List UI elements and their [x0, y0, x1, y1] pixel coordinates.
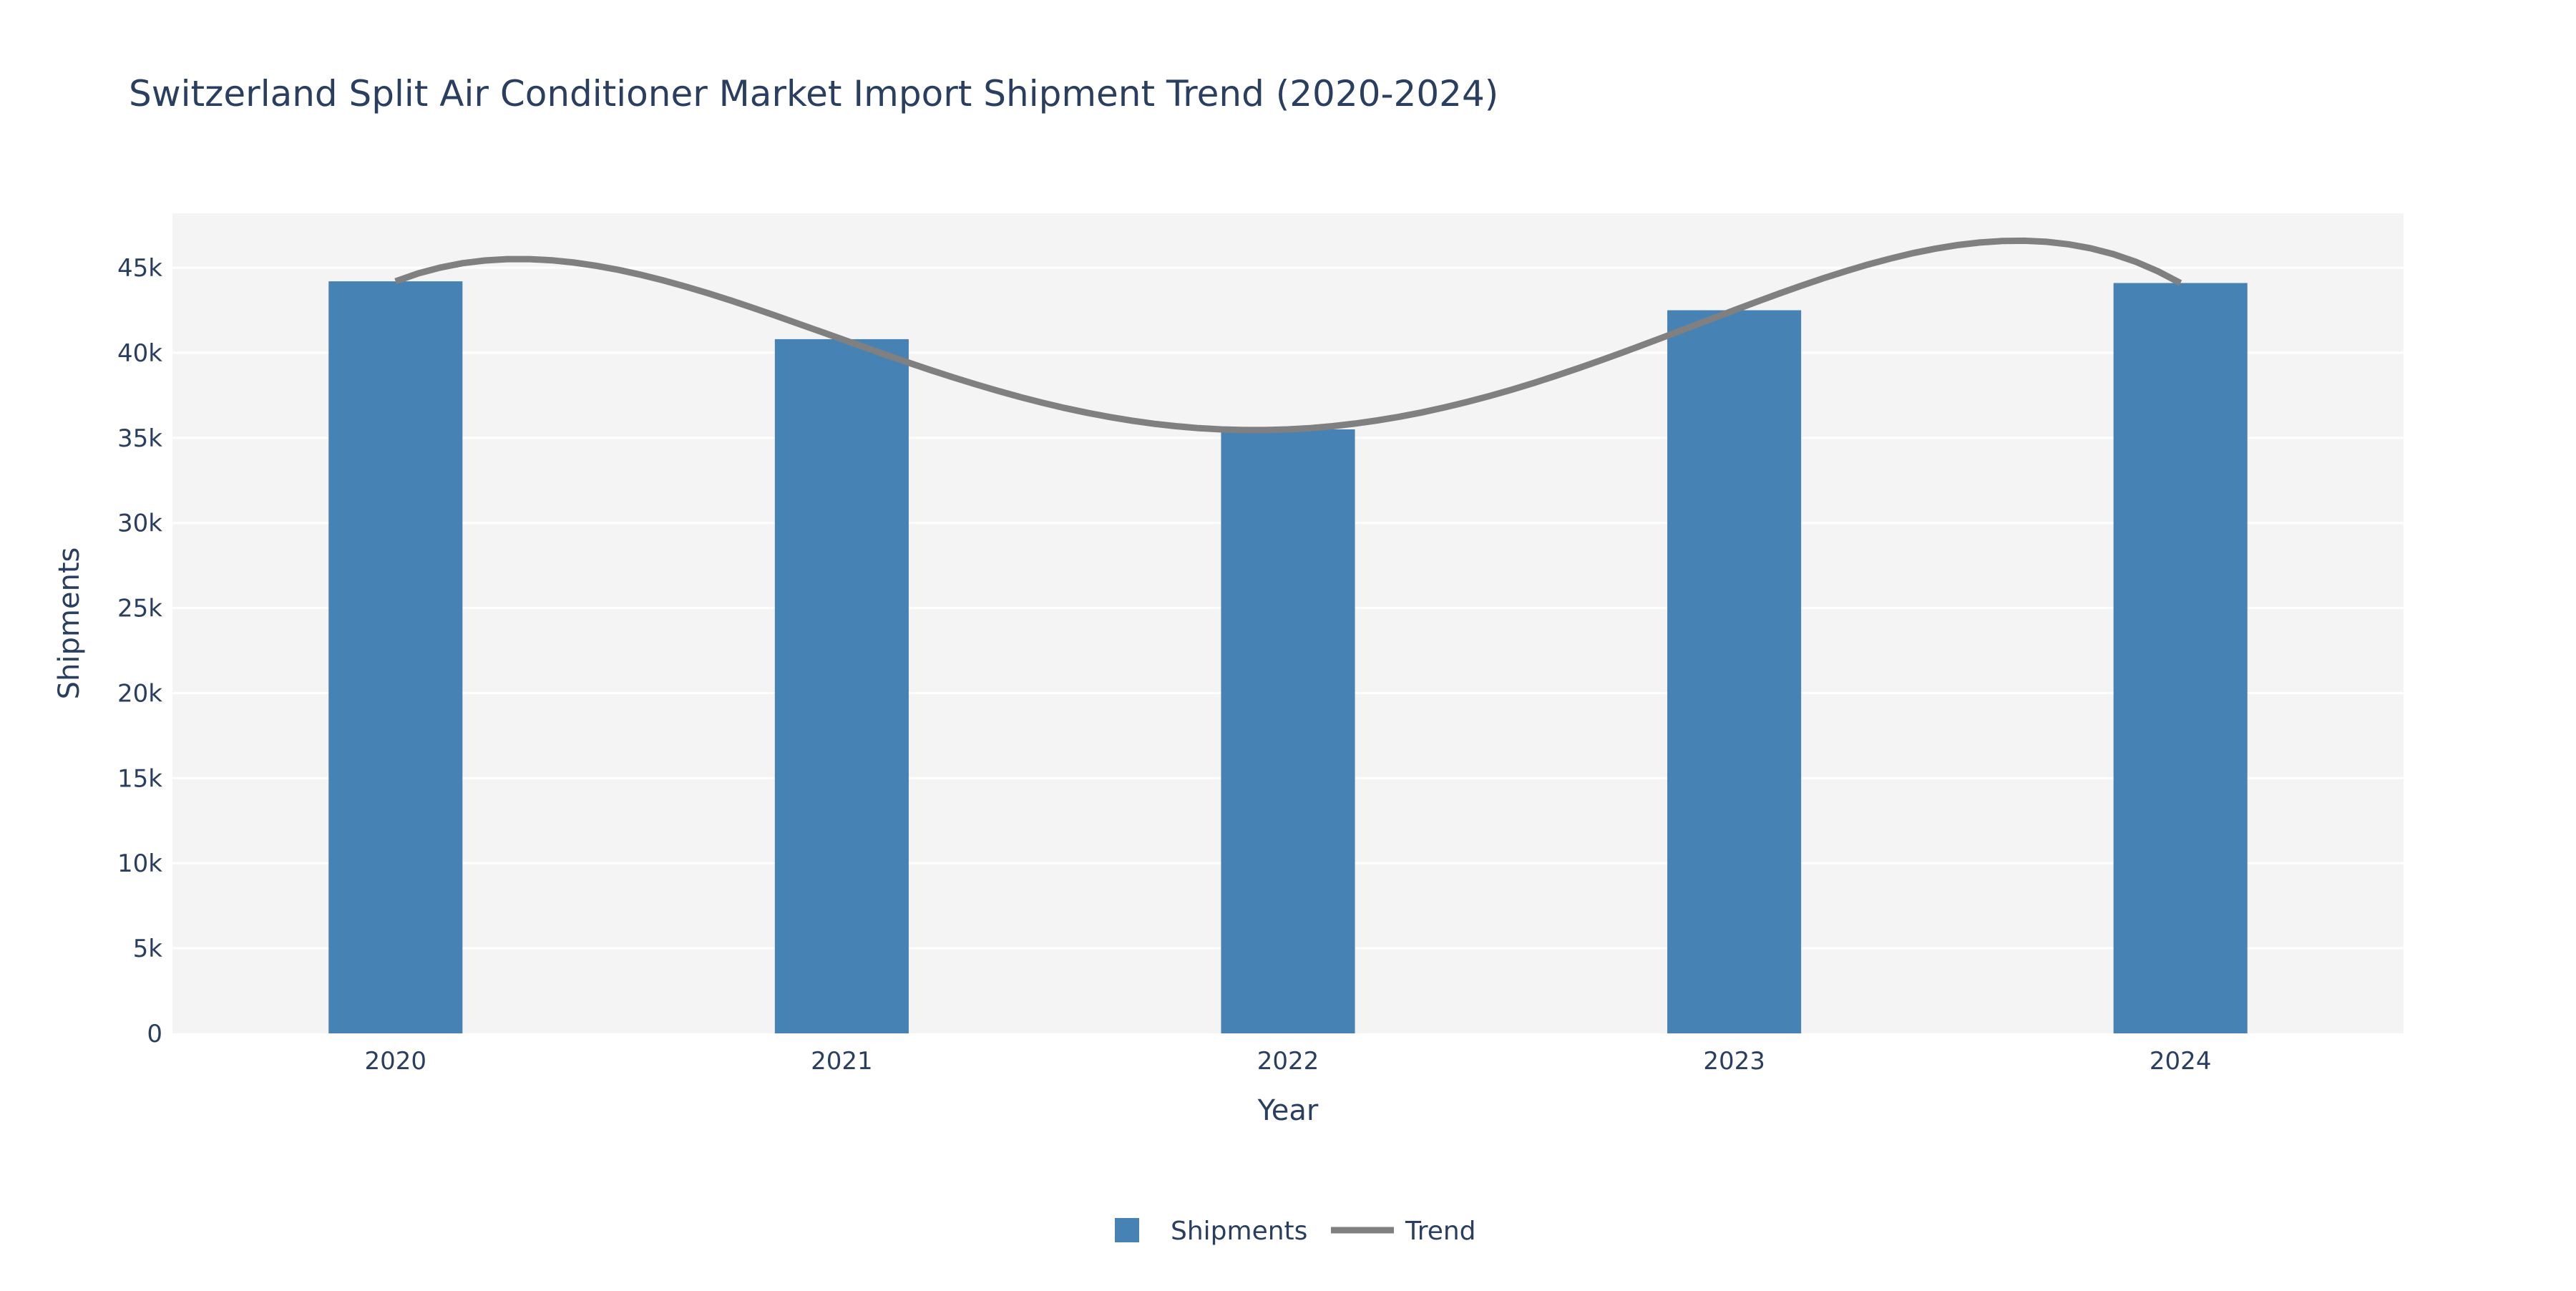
y-tick-label: 0 [147, 1020, 162, 1048]
bars [328, 281, 2248, 1033]
bar-2023[interactable] [1667, 310, 1802, 1033]
bar-2021[interactable] [774, 338, 909, 1033]
legend-item-trend[interactable]: Trend [1331, 1217, 1476, 1246]
y-tick-label: 25k [117, 595, 162, 623]
legend: Shipments Trend [1115, 1217, 1476, 1246]
x-tick-label: 2020 [365, 1047, 427, 1076]
legend-swatch-shipments [1115, 1218, 1139, 1242]
legend-label-shipments: Shipments [1171, 1217, 1307, 1246]
x-axis-title: Year [1257, 1094, 1319, 1127]
y-tick-label: 20k [117, 679, 162, 708]
y-axis-title: Shipments [53, 547, 86, 700]
y-tick-label: 5k [133, 935, 163, 963]
trend-line [394, 237, 2182, 434]
y-tick-labels: 0 5k 10k 15k 20k 25k 30k 35k 40k 45k [117, 254, 162, 1048]
bar-2024[interactable] [2113, 283, 2248, 1033]
y-tick-label: 40k [117, 339, 162, 368]
x-tick-label: 2024 [2150, 1047, 2212, 1076]
bar-2022[interactable] [1221, 429, 1355, 1033]
x-tick-label: 2023 [1703, 1047, 1765, 1076]
y-tick-label: 10k [117, 849, 162, 878]
y-tick-label: 15k [117, 764, 162, 793]
legend-item-shipments[interactable]: Shipments [1115, 1217, 1307, 1246]
chart-title: Switzerland Split Air Conditioner Market… [129, 73, 1498, 115]
y-tick-label: 30k [117, 510, 162, 538]
y-tick-label: 45k [117, 254, 162, 283]
x-tick-label: 2021 [811, 1047, 873, 1076]
legend-label-trend: Trend [1405, 1217, 1476, 1246]
y-tick-label: 35k [117, 424, 162, 453]
bar-2020[interactable] [328, 281, 463, 1033]
x-tick-labels: 2020 2021 2022 2023 2024 [365, 1047, 2212, 1076]
x-tick-label: 2022 [1257, 1047, 1319, 1076]
